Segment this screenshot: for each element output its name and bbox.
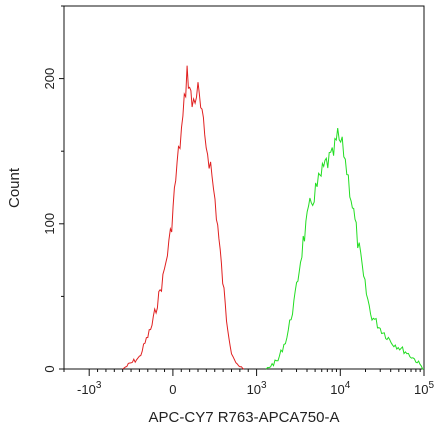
x-tick-label: 105 — [414, 380, 434, 397]
x-tick-label: 103 — [247, 380, 267, 397]
plot-frame — [63, 5, 425, 370]
y-axis-title: Count — [6, 167, 23, 208]
y-tick-label: 0 — [42, 365, 57, 372]
x-tick-label: 104 — [330, 380, 350, 397]
series-1-histogram-line — [265, 128, 424, 370]
y-axis: 0 100 200 — [42, 5, 64, 373]
y-tick-label: 100 — [42, 213, 57, 235]
x-tick-label: 0 — [169, 382, 176, 397]
x-tick-label: -103 — [77, 380, 102, 397]
x-axis-title: APC-CY7 R763-APCA750-A — [149, 409, 340, 426]
series-layer — [122, 65, 424, 370]
x-axis: -103 0 103 104 105 — [63, 369, 434, 397]
series-0-histogram-line — [122, 65, 245, 370]
y-tick-label: 200 — [42, 68, 57, 90]
